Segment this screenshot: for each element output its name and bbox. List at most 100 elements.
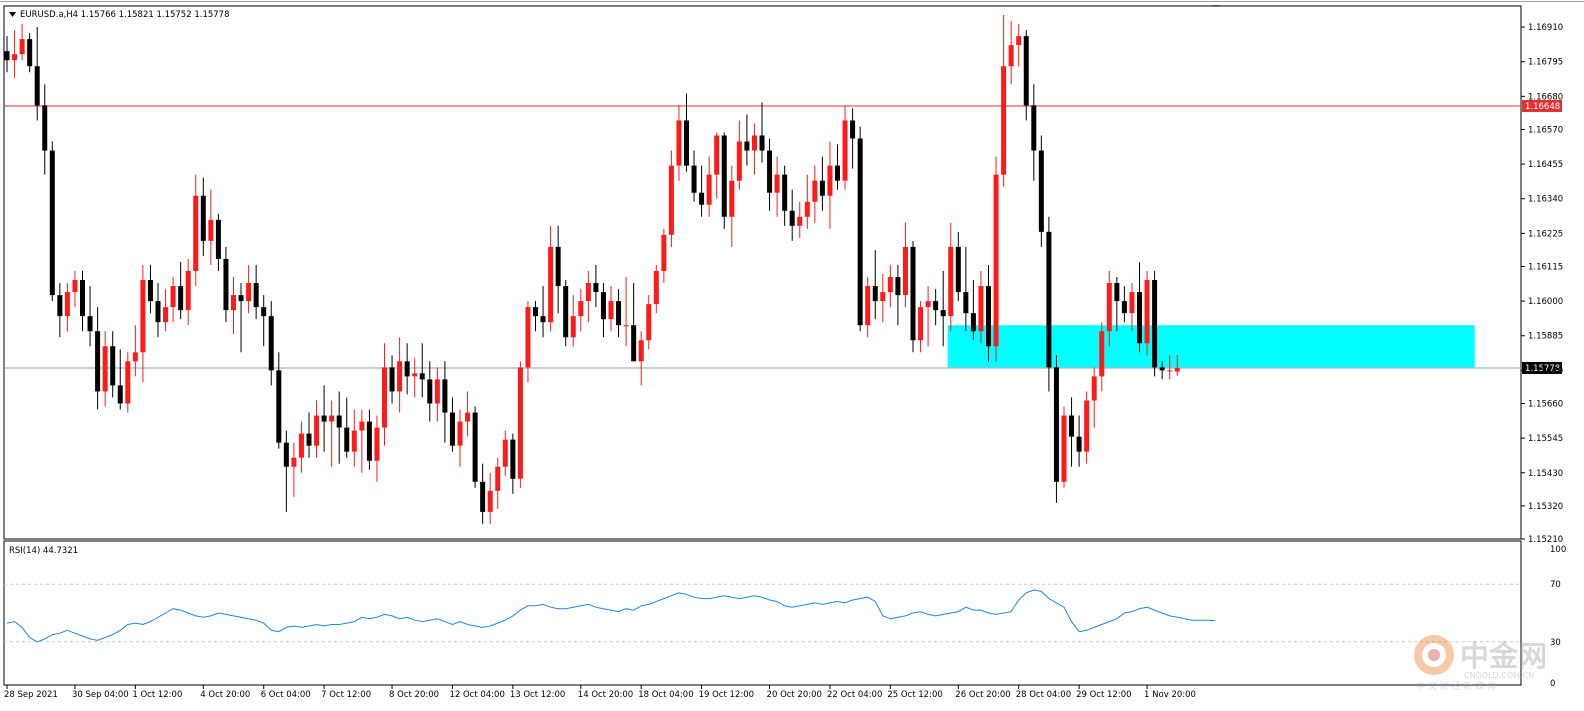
price-axis: 1.16910 1.16795 1.16680 1.16570 1.16455 1.163… bbox=[1521, 23, 1563, 545]
bullish-candle bbox=[291, 457, 297, 467]
time-tick-label: 19 Oct 12:00 bbox=[699, 690, 754, 700]
bullish-candle bbox=[887, 277, 893, 293]
bullish-candle bbox=[19, 39, 25, 55]
bearish-candle bbox=[540, 316, 546, 323]
bearish-candle bbox=[1038, 150, 1044, 232]
bullish-candle bbox=[751, 135, 757, 151]
bullish-candle bbox=[1016, 36, 1022, 46]
bullish-candle bbox=[495, 466, 501, 491]
watermark-slogan: 中 文 财 经 新 媒 体 bbox=[1416, 680, 1496, 692]
bearish-candle bbox=[427, 379, 433, 404]
bullish-candle bbox=[978, 286, 984, 332]
price-tick-label: 1.16570 bbox=[1528, 125, 1563, 135]
bullish-candle bbox=[608, 301, 614, 320]
bullish-candle bbox=[64, 292, 70, 317]
price-tick-label: 1.15660 bbox=[1528, 399, 1563, 409]
bullish-candle bbox=[12, 54, 18, 61]
bullish-candle bbox=[314, 415, 320, 446]
bearish-candle bbox=[215, 219, 221, 259]
bearish-candle bbox=[1137, 292, 1142, 344]
bearish-candle bbox=[253, 283, 259, 308]
price-tick-label: 1.15320 bbox=[1528, 502, 1563, 512]
watermark-logo-center bbox=[1428, 649, 1440, 661]
rsi-tick-label: 70 bbox=[1550, 580, 1561, 590]
bullish-candle bbox=[359, 421, 365, 431]
bearish-candle bbox=[782, 174, 788, 211]
bullish-candle bbox=[570, 316, 576, 338]
bearish-candle bbox=[699, 192, 705, 205]
bearish-candle bbox=[819, 180, 825, 196]
bullish-candle bbox=[351, 430, 357, 452]
bullish-candle bbox=[918, 307, 924, 341]
bearish-candle bbox=[42, 105, 48, 151]
bullish-candle bbox=[548, 246, 554, 323]
bearish-candle bbox=[895, 277, 901, 296]
bearish-candle bbox=[986, 286, 991, 347]
bearish-candle bbox=[1031, 105, 1037, 151]
bullish-candle bbox=[465, 412, 471, 422]
bearish-candle bbox=[963, 292, 969, 314]
bearish-candle bbox=[49, 150, 55, 296]
bullish-candle bbox=[185, 270, 191, 311]
price-tick-label: 1.16000 bbox=[1528, 297, 1563, 307]
bullish-candle bbox=[397, 361, 403, 392]
bullish-candle bbox=[525, 307, 531, 368]
bearish-candle bbox=[555, 246, 561, 287]
dropdown-triangle-icon[interactable] bbox=[9, 12, 16, 17]
bearish-candle bbox=[200, 195, 206, 241]
rsi-pane[interactable]: 100 70 30 0 RSI(14) 44.7321 bbox=[3, 540, 1566, 689]
price-tick-label: 1.15885 bbox=[1528, 332, 1563, 342]
bearish-candle bbox=[1121, 301, 1127, 314]
bearish-candle bbox=[472, 412, 478, 482]
time-tick-label: 18 Oct 04:00 bbox=[638, 690, 693, 700]
watermark: 中金网 CNGOLD.COM.CN 中 文 财 经 新 媒 体 bbox=[1414, 635, 1547, 692]
bullish-candle bbox=[585, 283, 591, 302]
bearish-candle bbox=[306, 433, 312, 446]
time-tick-label: 26 Oct 20:00 bbox=[955, 690, 1010, 700]
bullish-candle bbox=[578, 301, 584, 317]
bullish-candle bbox=[434, 379, 440, 404]
bullish-candle bbox=[736, 141, 742, 181]
bearish-candle bbox=[767, 150, 773, 193]
bullish-candle bbox=[668, 165, 674, 235]
bearish-candle bbox=[940, 310, 946, 317]
watermark-name: 中金网 bbox=[1460, 639, 1547, 673]
bullish-candle bbox=[163, 307, 169, 323]
bearish-candle bbox=[955, 246, 961, 293]
bearish-candle bbox=[261, 307, 267, 317]
bearish-candle bbox=[850, 120, 856, 139]
bearish-candle bbox=[744, 141, 750, 151]
bullish-candle bbox=[774, 174, 780, 193]
bearish-candle bbox=[970, 313, 976, 332]
bearish-candle bbox=[419, 373, 425, 380]
bullish-candle bbox=[374, 427, 380, 461]
bullish-candle bbox=[676, 120, 682, 166]
bearish-candle bbox=[87, 316, 93, 332]
bearish-candle bbox=[835, 165, 840, 181]
time-tick-label: 29 Oct 12:00 bbox=[1076, 690, 1131, 700]
time-tick-label: 22 Oct 04:00 bbox=[827, 690, 882, 700]
bearish-candle bbox=[268, 316, 274, 371]
bearish-candle bbox=[1076, 436, 1082, 452]
rsi-tick-label: 0 bbox=[1550, 679, 1555, 689]
bullish-candle bbox=[827, 165, 833, 196]
bearish-candle bbox=[404, 361, 410, 377]
bearish-candle bbox=[1152, 280, 1158, 368]
bullish-candle bbox=[1106, 283, 1112, 332]
bullish-candle bbox=[1001, 66, 1007, 175]
support-zone-rectangle bbox=[947, 325, 1475, 368]
bearish-candle bbox=[1053, 367, 1059, 482]
bearish-candle bbox=[593, 283, 599, 293]
zone-layer bbox=[947, 325, 1475, 368]
time-tick-label: 1 Oct 12:00 bbox=[132, 690, 182, 700]
bullish-candle bbox=[487, 490, 493, 512]
current-price-label: 1.15778 bbox=[1525, 364, 1560, 374]
resistance-price-label: 1.16648 bbox=[1525, 102, 1560, 112]
price-tick-label: 1.16455 bbox=[1528, 160, 1563, 170]
bearish-candle bbox=[57, 295, 63, 317]
bearish-candle bbox=[283, 442, 289, 467]
bullish-candle bbox=[102, 346, 108, 392]
time-tick-label: 28 Sep 2021 bbox=[4, 690, 58, 700]
